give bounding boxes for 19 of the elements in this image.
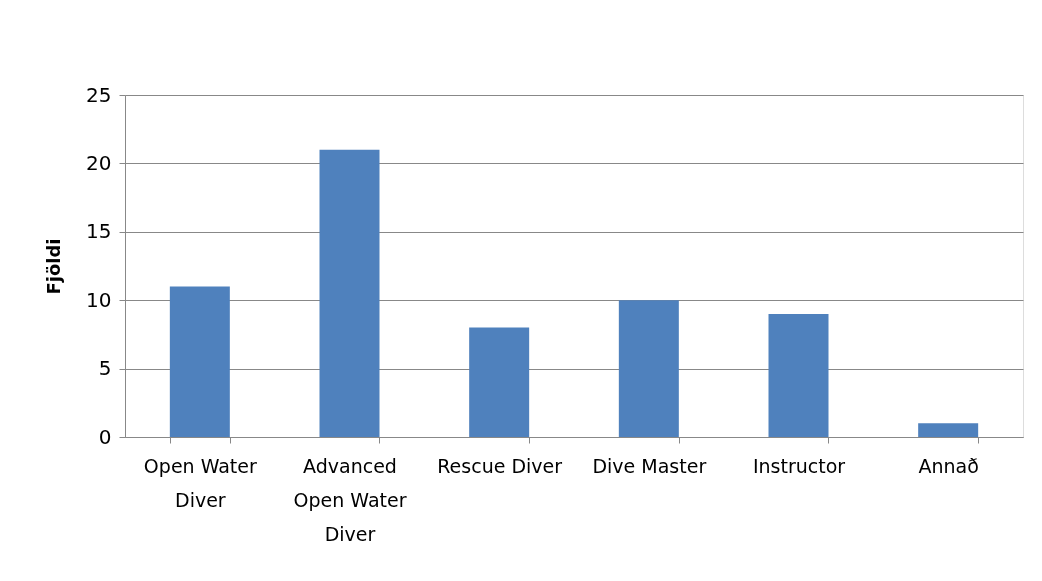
- y-axis-title: Fjöldi: [43, 238, 65, 295]
- bar: [768, 313, 829, 437]
- x-tick-label: Dive Master: [592, 454, 707, 477]
- x-tick-label: Annað: [918, 454, 979, 477]
- y-tick-label: 0: [98, 424, 112, 449]
- x-tick-label: Instructor: [752, 454, 846, 477]
- bar: [618, 300, 679, 437]
- bar: [918, 423, 979, 437]
- bar: [469, 327, 530, 437]
- y-tick-label: 25: [86, 82, 112, 107]
- x-tick-label: Advanced Open Water Diver: [293, 454, 407, 545]
- y-tick-label: 5: [98, 356, 112, 381]
- x-tick-label: Open Water Diver: [143, 454, 257, 511]
- y-tick-label: 15: [86, 219, 112, 244]
- bar: [169, 286, 230, 437]
- y-tick-label: 10: [86, 287, 112, 312]
- y-tick-label: 20: [86, 150, 112, 175]
- x-tick-label: Rescue Diver: [437, 454, 563, 477]
- bar: [319, 149, 380, 437]
